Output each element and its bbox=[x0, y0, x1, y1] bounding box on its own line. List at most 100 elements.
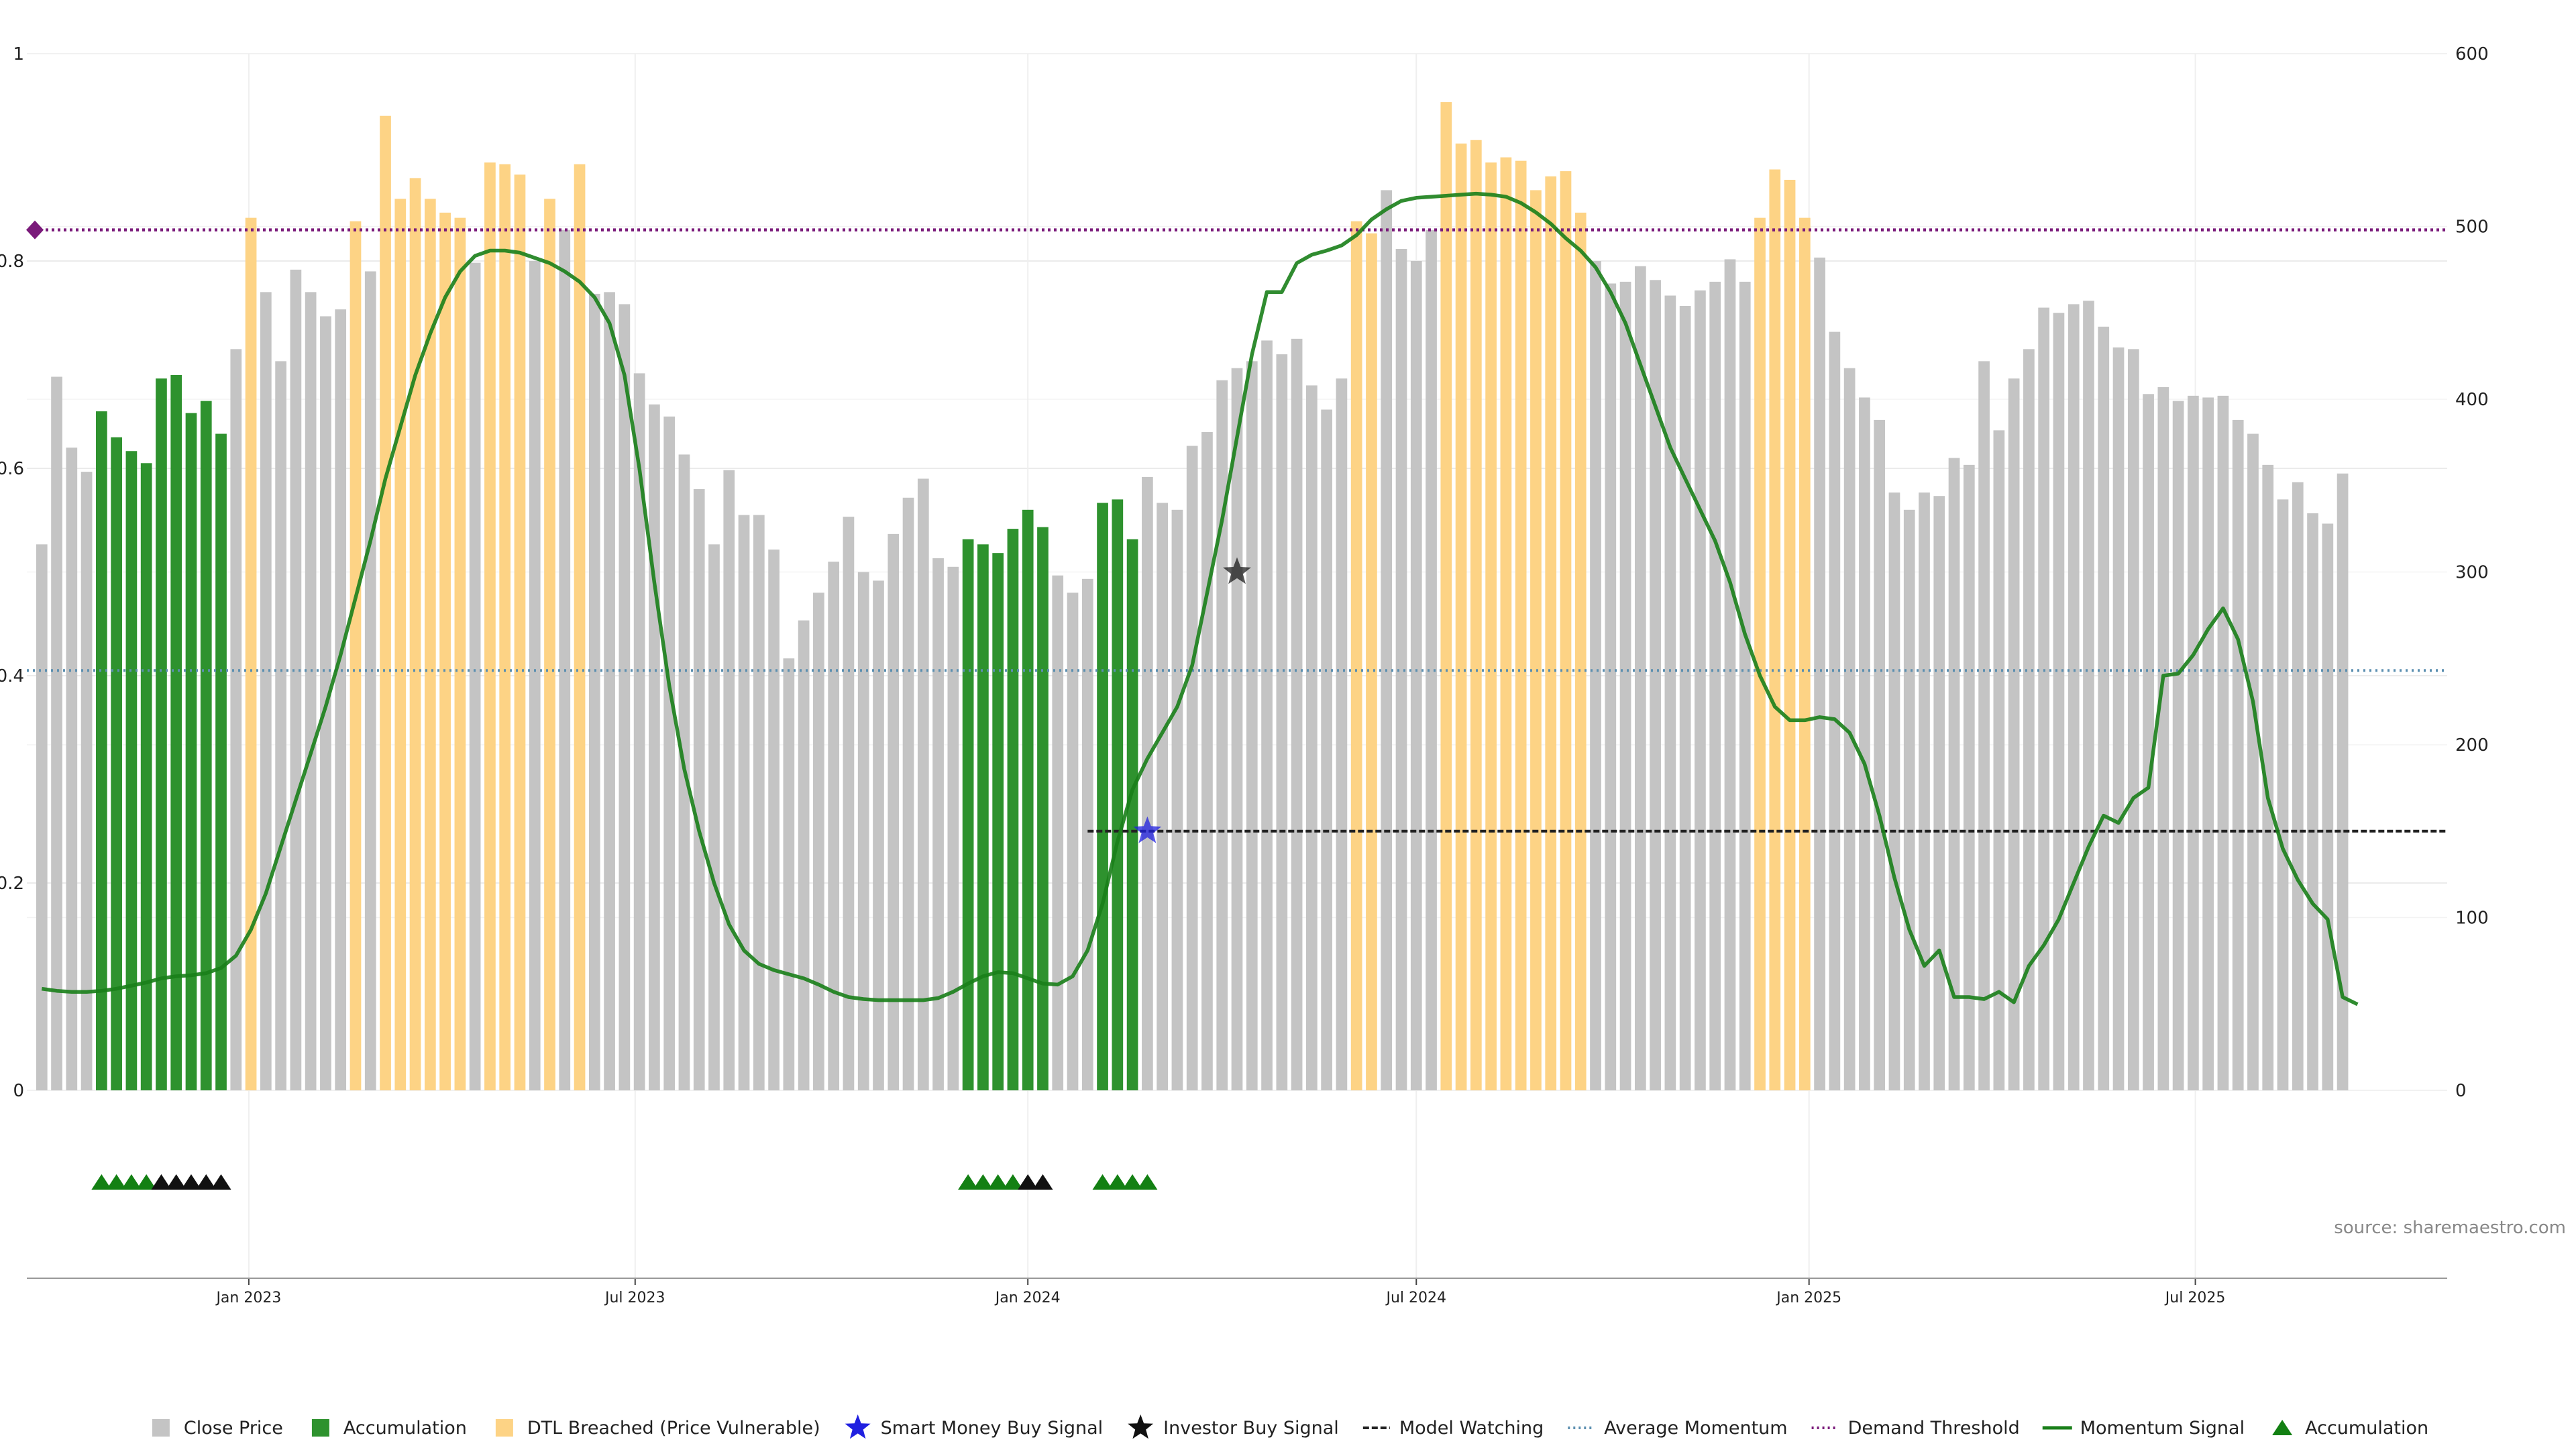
accumulation-bar bbox=[962, 539, 974, 1090]
right-tick-label: 600 bbox=[2455, 44, 2489, 64]
accumulation-triangle bbox=[106, 1174, 127, 1190]
dtl-bar bbox=[409, 178, 421, 1090]
distribution-triangle bbox=[166, 1174, 186, 1190]
accumulation-triangle bbox=[958, 1174, 979, 1190]
legend: Close Price Accumulation DTL Breached (Pri… bbox=[152, 1414, 2428, 1439]
dtl-bar bbox=[574, 164, 586, 1090]
close-price-bar bbox=[1978, 361, 1990, 1090]
close-price-bar bbox=[723, 470, 735, 1090]
close-price-bar bbox=[798, 620, 810, 1090]
dtl-bar bbox=[1515, 160, 1527, 1090]
accumulation-bar bbox=[215, 433, 227, 1090]
close-price-bar bbox=[36, 544, 48, 1090]
bars-layer bbox=[36, 102, 2349, 1091]
legend-label-triangle-green: Accumulation bbox=[2305, 1418, 2428, 1439]
accumulation-bar bbox=[1112, 499, 1124, 1090]
close-price-bar bbox=[80, 472, 93, 1090]
close-price-bar bbox=[2127, 349, 2139, 1091]
accumulation-triangle bbox=[973, 1174, 994, 1190]
close-price-bar bbox=[1634, 266, 1646, 1091]
close-price-bar bbox=[1186, 446, 1198, 1090]
dtl-bar bbox=[1500, 157, 1512, 1090]
legend-label-accumulation: Accumulation bbox=[343, 1418, 467, 1439]
distribution-triangle bbox=[196, 1174, 217, 1190]
legend-label-demand: Demand Threshold bbox=[1848, 1418, 2020, 1439]
dtl-bar bbox=[1455, 143, 1467, 1090]
close-price-bar bbox=[2172, 401, 2184, 1091]
right-tick-label: 400 bbox=[2455, 390, 2489, 410]
close-price-bar bbox=[2098, 326, 2110, 1091]
accumulation-triangle bbox=[1122, 1174, 1143, 1190]
close-price-bar bbox=[1933, 496, 1945, 1090]
close-price-bar bbox=[2337, 473, 2349, 1090]
close-price-bar bbox=[1993, 430, 2005, 1090]
close-price-bar bbox=[1739, 281, 1751, 1090]
markers-layer bbox=[26, 220, 1251, 843]
close-price-bar bbox=[290, 269, 302, 1090]
close-price-bar bbox=[1171, 509, 1183, 1090]
close-price-bar bbox=[364, 271, 376, 1091]
demand-threshold-marker bbox=[26, 220, 44, 240]
accumulation-bar bbox=[1097, 503, 1108, 1090]
distribution-triangle bbox=[1018, 1174, 1038, 1190]
dtl-bar bbox=[380, 115, 391, 1091]
close-price-bar bbox=[2188, 395, 2199, 1090]
close-price-bar bbox=[708, 544, 720, 1090]
right-tick-label: 200 bbox=[2455, 735, 2489, 756]
close-price-bar bbox=[1664, 295, 1676, 1090]
dtl-bar bbox=[1440, 102, 1452, 1091]
accumulation-bar bbox=[185, 413, 197, 1090]
close-price-bar bbox=[1261, 340, 1273, 1091]
close-price-bar bbox=[1590, 261, 1601, 1090]
close-price-bar bbox=[1336, 378, 1348, 1090]
left-tick-label: 0.4 bbox=[0, 666, 24, 686]
dtl-bar bbox=[1769, 169, 1781, 1090]
accumulation-bar bbox=[1007, 529, 1019, 1090]
accumulation-bar bbox=[1126, 539, 1138, 1090]
legend-label-watching: Model Watching bbox=[1399, 1418, 1544, 1439]
dtl-bar bbox=[1545, 176, 1557, 1091]
accumulation-triangle bbox=[1137, 1174, 1158, 1190]
close-price-bar bbox=[693, 488, 705, 1090]
close-price-bar bbox=[51, 376, 62, 1090]
close-price-bar bbox=[335, 309, 347, 1091]
close-price-bar bbox=[2307, 513, 2318, 1090]
dtl-bar bbox=[1784, 179, 1796, 1091]
close-price-bar bbox=[1306, 385, 1318, 1090]
accumulation-bar bbox=[111, 437, 122, 1090]
close-price-bar bbox=[813, 592, 824, 1090]
date-tick-label: Jul 2023 bbox=[604, 1290, 665, 1306]
accumulation-triangle bbox=[121, 1174, 142, 1190]
close-price-bar bbox=[1291, 338, 1303, 1090]
close-price-bar bbox=[1903, 509, 1915, 1090]
date-tick-label: Jan 2024 bbox=[994, 1290, 1061, 1306]
dtl-bar bbox=[1799, 217, 1811, 1090]
close-price-bar bbox=[1695, 290, 1706, 1090]
dtl-bar bbox=[1485, 162, 1497, 1091]
source-label: source: sharemaestro.com bbox=[2334, 1218, 2566, 1238]
dtl-bar bbox=[1470, 140, 1482, 1090]
right-tick-label: 500 bbox=[2455, 217, 2489, 238]
close-price-bar bbox=[1276, 354, 1288, 1090]
axes-layer: 0 0.2 0.4 0.6 0.8 1 0 100 200 300 400 500 600 Jan 202… bbox=[0, 44, 2489, 1306]
close-price-bar bbox=[2112, 347, 2125, 1090]
accumulation-triangle bbox=[987, 1174, 1008, 1190]
accumulation-bar bbox=[170, 374, 182, 1091]
close-price-bar bbox=[1888, 492, 1900, 1090]
dtl-bar bbox=[245, 217, 257, 1090]
close-price-bar bbox=[230, 349, 242, 1091]
right-tick-label: 0 bbox=[2455, 1081, 2467, 1101]
close-price-bar bbox=[902, 497, 914, 1090]
close-price-bar bbox=[1246, 361, 1258, 1090]
close-price-bar bbox=[828, 562, 840, 1090]
legend-label-close: Close Price bbox=[184, 1418, 283, 1439]
right-tick-label: 300 bbox=[2455, 563, 2489, 583]
left-tick-label: 1 bbox=[13, 44, 24, 64]
legend-marker-accumulation bbox=[311, 1419, 329, 1437]
close-price-bar bbox=[1829, 331, 1841, 1091]
dtl-bar bbox=[1350, 221, 1362, 1090]
close-price-bar bbox=[2008, 378, 2020, 1090]
close-price-bar bbox=[66, 448, 78, 1090]
